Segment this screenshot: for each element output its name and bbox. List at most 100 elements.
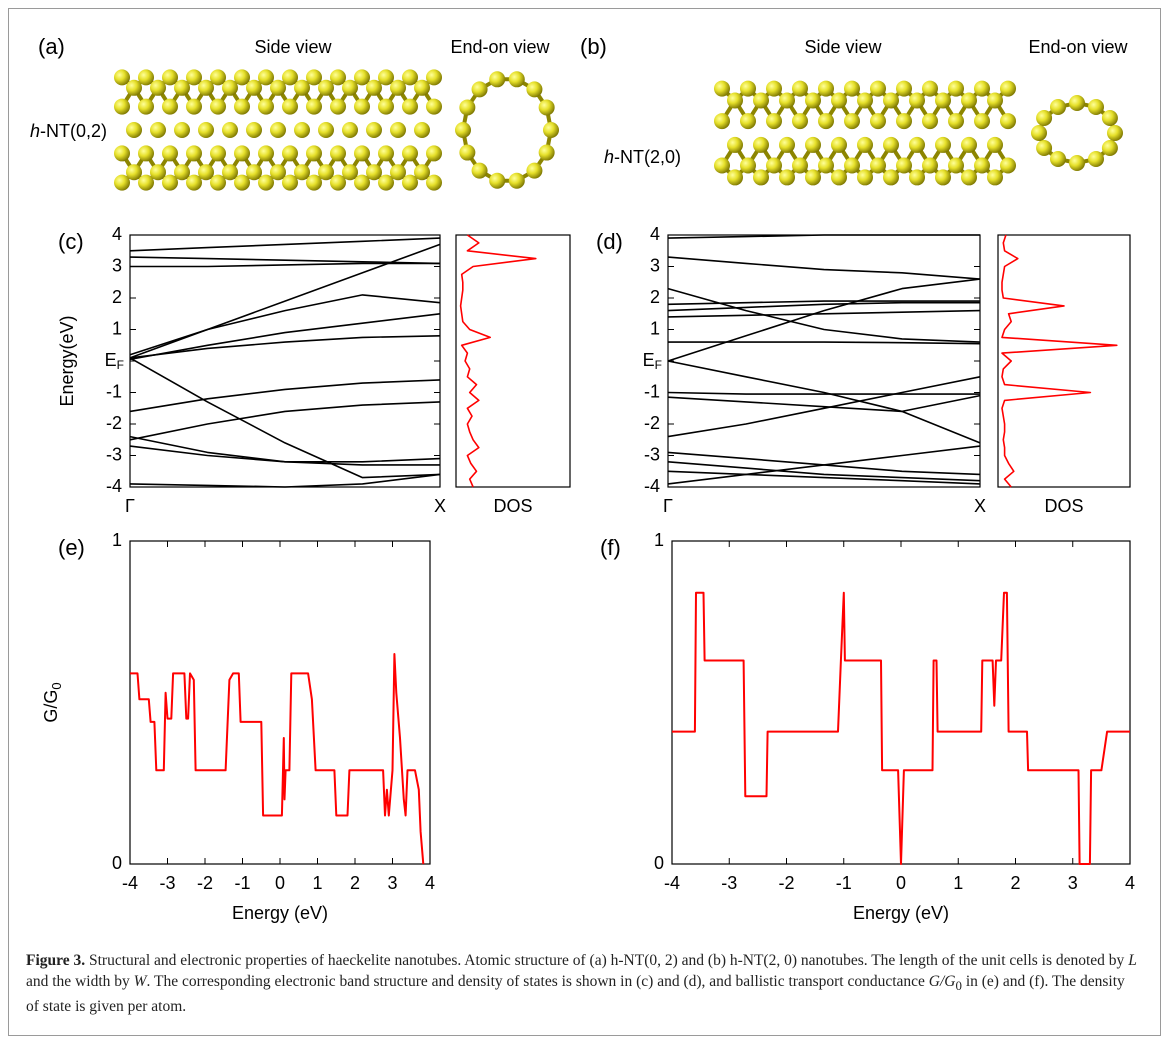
atom <box>922 81 938 97</box>
x-axis-label: Energy (eV) <box>232 903 328 923</box>
atom <box>210 69 226 85</box>
atom <box>330 175 346 191</box>
atom <box>402 99 418 115</box>
atom <box>909 169 925 185</box>
atom <box>306 69 322 85</box>
x-tick-label: -2 <box>197 873 213 893</box>
x-tick-label: 2 <box>1010 873 1020 893</box>
page: (a) Side view End-on view h-NT(0,2) (b) … <box>0 0 1171 1045</box>
atom <box>414 80 430 96</box>
tick-subscript: F <box>117 358 124 372</box>
conductance-line <box>672 593 1130 864</box>
structure-name: h-NT(2,0) <box>604 147 681 167</box>
atom <box>1036 110 1052 126</box>
view-label: Side view <box>804 37 882 57</box>
caption-label: Figure 3. <box>26 952 85 969</box>
atom <box>246 122 262 138</box>
atom <box>1000 113 1016 129</box>
x-tick-label: 4 <box>1125 873 1135 893</box>
atom <box>459 99 475 115</box>
atom <box>714 158 730 174</box>
atom <box>779 137 795 153</box>
y-axis-label: G/G0 <box>41 682 65 722</box>
atom <box>472 163 488 179</box>
atom <box>222 80 238 96</box>
x-axis-label: DOS <box>1044 496 1083 516</box>
atom <box>366 164 382 180</box>
y-tick-label: 1 <box>112 530 122 550</box>
atom <box>792 158 808 174</box>
atom <box>818 158 834 174</box>
x-tick-label: -1 <box>234 873 250 893</box>
atom <box>1031 125 1047 141</box>
atom <box>162 145 178 161</box>
figure: (a) Side view End-on view h-NT(0,2) (b) … <box>0 0 1171 940</box>
atom <box>818 81 834 97</box>
x-tick-label: 0 <box>896 873 906 893</box>
atom <box>114 69 130 85</box>
plot-frame <box>456 235 570 487</box>
atom <box>948 113 964 129</box>
atom <box>378 175 394 191</box>
atom <box>539 145 555 161</box>
band-line <box>668 311 980 317</box>
name-italic: h <box>30 121 40 141</box>
atom <box>766 158 782 174</box>
atom <box>909 92 925 108</box>
atom <box>318 80 334 96</box>
atom <box>792 81 808 97</box>
atom <box>258 145 274 161</box>
panel-label: (f) <box>600 535 621 560</box>
atom <box>1102 110 1118 126</box>
atom <box>740 113 756 129</box>
atom <box>138 145 154 161</box>
conductance-line <box>130 654 423 864</box>
atom <box>961 92 977 108</box>
atom <box>354 99 370 115</box>
caption-italic: L <box>1128 952 1137 969</box>
y-tick-label: -2 <box>644 413 660 433</box>
atom <box>186 69 202 85</box>
atom <box>174 122 190 138</box>
x-tick-label: 3 <box>387 873 397 893</box>
atom <box>857 169 873 185</box>
atom <box>753 169 769 185</box>
atom <box>779 169 795 185</box>
atom <box>426 175 442 191</box>
atom <box>883 92 899 108</box>
x-tick-label: -1 <box>836 873 852 893</box>
y-tick-label: 2 <box>650 287 660 307</box>
atom <box>114 175 130 191</box>
atom <box>987 169 1003 185</box>
atom <box>162 99 178 115</box>
atom <box>210 145 226 161</box>
atom <box>714 81 730 97</box>
atom <box>342 80 358 96</box>
atom <box>414 164 430 180</box>
x-axis-label: DOS <box>493 496 532 516</box>
atom <box>766 113 782 129</box>
x-tick-label: -4 <box>664 873 680 893</box>
atom <box>1000 81 1016 97</box>
tick-text: E <box>643 350 655 370</box>
atom <box>987 137 1003 153</box>
x-tick-label: 1 <box>953 873 963 893</box>
atom <box>870 158 886 174</box>
x-tick-label: Γ <box>125 496 135 516</box>
tick-subscript: F <box>655 358 662 372</box>
atom <box>857 137 873 153</box>
plot-frame <box>130 235 440 487</box>
atom <box>459 145 475 161</box>
atom <box>138 175 154 191</box>
atom <box>896 113 912 129</box>
atom <box>234 99 250 115</box>
dos-line <box>461 235 536 487</box>
band-line <box>130 295 440 355</box>
panel-label: (d) <box>596 229 623 254</box>
atom <box>402 175 418 191</box>
atom <box>1050 99 1066 115</box>
band-line <box>130 402 440 440</box>
atom <box>270 122 286 138</box>
atom <box>805 169 821 185</box>
atom <box>831 137 847 153</box>
